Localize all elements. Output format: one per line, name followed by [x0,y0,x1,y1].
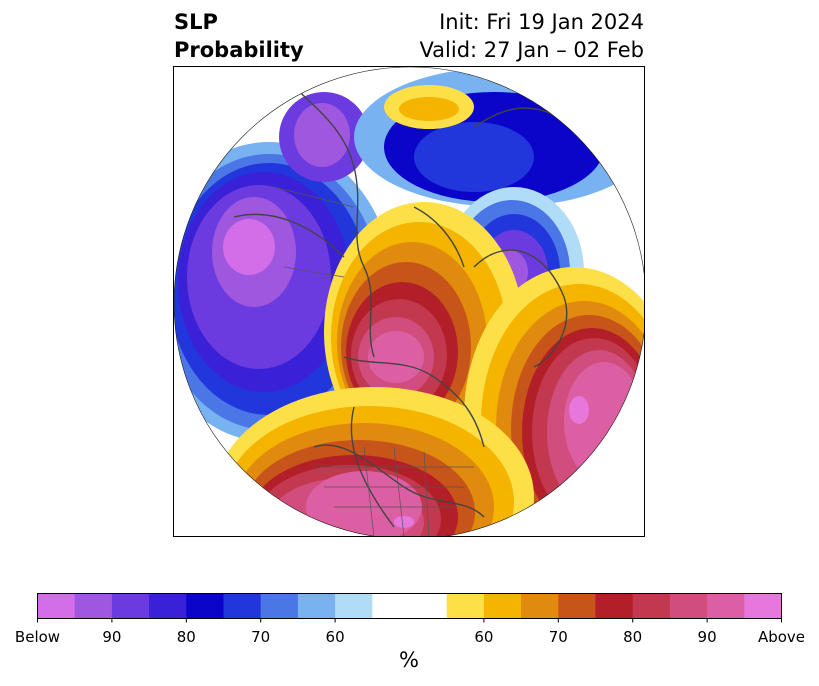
colorbar-swatch [595,593,634,619]
map-frame [173,66,645,537]
borders [273,186,474,536]
colorbar-swatch [297,593,336,619]
colorbar-swatch [74,593,113,619]
colorbar-swatch [409,593,448,619]
title-variable: SLP [174,10,218,34]
colorbar-tick-label: 70 [548,628,568,646]
colorbar-swatch [446,593,485,619]
colorbar-swatch [223,593,262,619]
colorbar-swatch [111,593,150,619]
below-scandinavia [279,92,369,182]
colorbar-unit: % [399,648,419,672]
below-central-asia [354,67,644,207]
colorbar-swatch [37,593,76,619]
colorbar-tick-label: 60 [474,628,494,646]
title-left: SLP Probability [174,8,304,64]
colorbar-swatch [669,593,708,619]
colorbar-tick-label: 80 [176,628,196,646]
init-date: Init: Fri 19 Jan 2024 [439,10,644,34]
colorbar-border [37,593,782,619]
colorbar-tick-label: 70 [251,628,271,646]
colorbar-swatch [483,593,522,619]
colorbar-tick-label: 80 [623,628,643,646]
colorbar-swatch [335,593,373,619]
colorbar-tick-label: 90 [697,628,717,646]
colorbar-tick-label: Above [757,628,806,646]
colorbar-swatch [521,593,559,619]
colorbar-swatch [186,593,224,619]
colorbar [37,593,782,623]
colorbar-swatch [707,593,745,619]
title-right: Init: Fri 19 Jan 2024 Valid: 27 Jan – 02… [419,8,644,64]
valid-range: Valid: 27 Jan – 02 Feb [419,38,644,62]
above-arctic-russia [384,85,474,129]
colorbar-swatch [260,593,299,619]
colorbar-tick-label: 90 [102,628,122,646]
colorbar-swatch [372,593,410,619]
colorbar-swatch [558,593,596,619]
colorbar-swatch [149,593,187,619]
title-field: Probability [174,38,304,62]
colorbar-swatch [632,593,671,619]
colorbar-tick-label: 60 [325,628,345,646]
colorbar-swatch [744,593,782,619]
colorbar-tick-label: Below [14,628,61,646]
probability-map [174,67,644,536]
